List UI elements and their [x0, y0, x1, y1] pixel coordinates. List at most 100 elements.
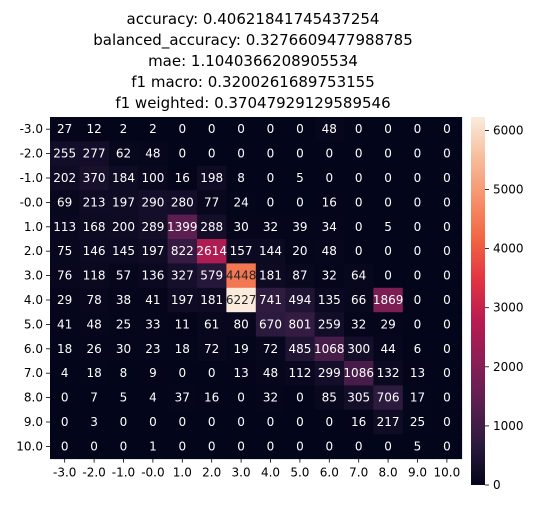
- cell-value-label: 0: [355, 220, 363, 234]
- cell-value-label: 41: [57, 317, 72, 331]
- cell-value-label: 0: [120, 439, 128, 453]
- heatmap-cell: [255, 385, 286, 411]
- heatmap-cell: [314, 239, 345, 264]
- heatmap-cell: [432, 287, 463, 313]
- cell-value-label: 289: [141, 220, 164, 234]
- cell-value-label: 157: [230, 244, 253, 258]
- heatmap-cell: [79, 336, 110, 362]
- heatmap-cell: [402, 312, 433, 338]
- heatmap-cell: [226, 239, 257, 264]
- cell-value-label: 706: [377, 391, 400, 405]
- heatmap-cell: [167, 434, 198, 460]
- heatmap-cell: [226, 263, 257, 289]
- heatmap-cell: [138, 239, 169, 264]
- cell-value-label: 32: [351, 317, 366, 331]
- heatmap-cell: [138, 117, 169, 142]
- cell-value-label: 579: [200, 269, 223, 283]
- cell-value-label: 64: [351, 269, 366, 283]
- cell-value-label: 113: [53, 220, 76, 234]
- heatmap-cell: [314, 117, 345, 142]
- heatmap-cell: [138, 409, 169, 435]
- heatmap-cell: [314, 214, 345, 240]
- cell-value-label: 4: [149, 391, 157, 405]
- heatmap-cell: [167, 165, 198, 191]
- heatmap-cell: [50, 117, 80, 142]
- y-tick-label: 3.0: [24, 269, 43, 283]
- title-line-f1-weighted: f1 weighted: 0.37047929129589546: [115, 94, 390, 112]
- cell-value-label: 62: [116, 147, 131, 161]
- cell-value-label: 181: [200, 293, 223, 307]
- heatmap-cell: [197, 409, 227, 435]
- heatmap-cell: [432, 190, 463, 216]
- cell-value-label: 277: [83, 147, 106, 161]
- heatmap-cell: [314, 409, 345, 435]
- cell-value-label: 87: [292, 269, 307, 283]
- cell-value-label: 0: [267, 415, 275, 429]
- cell-value-label: 0: [414, 317, 422, 331]
- cell-value-label: 0: [443, 439, 451, 453]
- heatmap-cell: [255, 361, 286, 386]
- colorbar-tick-label: 2000: [493, 360, 524, 374]
- x-tick-label: 9.0: [408, 466, 427, 480]
- cell-value-label: 0: [267, 122, 275, 136]
- cell-value-label: 0: [384, 195, 392, 209]
- cell-value-label: 198: [200, 171, 223, 185]
- cell-value-label: 48: [145, 147, 160, 161]
- heatmap-cell: [432, 263, 463, 289]
- cell-value-label: 25: [410, 415, 425, 429]
- cell-value-label: 0: [443, 171, 451, 185]
- cell-value-label: 4: [61, 366, 69, 380]
- heatmap-cell: [432, 361, 463, 386]
- heatmap-cell: [373, 141, 404, 167]
- y-tick-label: 10.0: [16, 439, 43, 453]
- cell-value-label: 0: [443, 269, 451, 283]
- cell-value-label: 8: [237, 171, 245, 185]
- heatmap-cell: [226, 117, 257, 142]
- x-tick-label: 4.0: [261, 466, 280, 480]
- cell-value-label: 0: [414, 147, 422, 161]
- heatmap-cell: [402, 385, 433, 411]
- heatmap-cell: [79, 434, 110, 460]
- cell-value-label: 30: [116, 342, 131, 356]
- heatmap-cell: [344, 141, 374, 167]
- cell-value-label: 259: [318, 317, 341, 331]
- title-line-f1-macro: f1 macro: 0.3200261689753155: [131, 73, 375, 91]
- heatmap-cell: [50, 141, 80, 167]
- heatmap-cell: [167, 117, 198, 142]
- heatmap-cell: [138, 287, 169, 313]
- heatmap-cell: [373, 336, 404, 362]
- x-tick-label: 6.0: [320, 466, 339, 480]
- cell-value-label: 0: [237, 439, 245, 453]
- title-line-balanced-accuracy: balanced_accuracy: 0.3276609477988785: [93, 31, 413, 50]
- heatmap-cell: [79, 117, 110, 142]
- cell-value-label: 80: [233, 317, 248, 331]
- cell-value-label: 0: [178, 147, 186, 161]
- cell-value-label: 0: [355, 195, 363, 209]
- heatmap-cell: [79, 239, 110, 264]
- cell-value-label: 0: [149, 415, 157, 429]
- cell-value-label: 2614: [196, 244, 227, 258]
- y-tick-label: 4.0: [24, 293, 43, 307]
- heatmap-cell: [344, 190, 374, 216]
- cell-value-label: 0: [90, 439, 98, 453]
- cell-value-label: 494: [288, 293, 311, 307]
- heatmap-cell: [167, 263, 198, 289]
- cell-value-label: 197: [112, 195, 135, 209]
- heatmap-cell: [255, 214, 286, 240]
- cell-value-label: 48: [322, 244, 337, 258]
- colorbar-gradient: [471, 117, 485, 485]
- cell-value-label: 0: [414, 171, 422, 185]
- x-axis: -3.0 -2.0 -1.0 -0.0 1.0 2.0 3.0 4.0 5.0 6.0 7.0 8.0…: [53, 458, 460, 480]
- heatmap-cell: [167, 361, 198, 386]
- heatmap-cell: [432, 336, 463, 362]
- heatmap-cell: [167, 287, 198, 313]
- cell-value-label: 144: [259, 244, 282, 258]
- cell-value-label: 0: [443, 220, 451, 234]
- heatmap-cell: [402, 165, 433, 191]
- heatmap-cell: [373, 434, 404, 460]
- cell-value-label: 5: [384, 220, 392, 234]
- cell-value-label: 0: [61, 439, 69, 453]
- heatmap-cell: [255, 312, 286, 338]
- y-axis: -3.0 -2.0 -1.0 -0.0 1.0 2.0 3.0 4.0 5.0 6.0 7.0 8.0…: [16, 122, 50, 453]
- cell-value-label: 0: [443, 317, 451, 331]
